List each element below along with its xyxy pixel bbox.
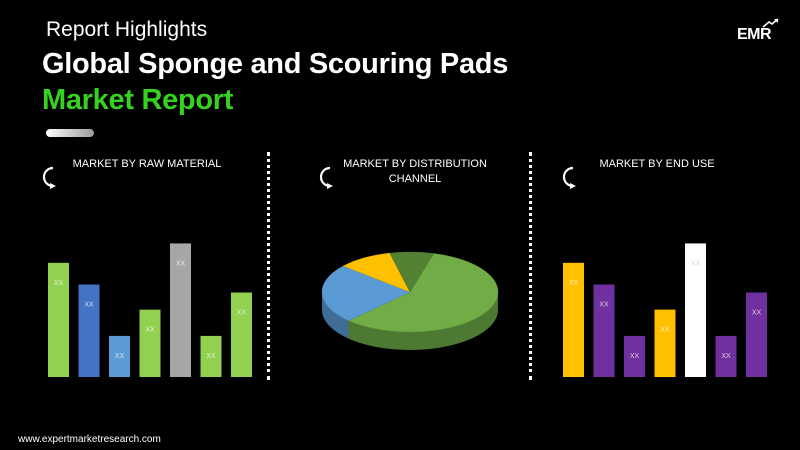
pie-slice bbox=[389, 251, 434, 293]
cycle-arrow-icon bbox=[562, 166, 576, 189]
bar bbox=[715, 335, 737, 377]
accent-bar bbox=[46, 129, 94, 137]
raw-material-bar-chart: XX XX XX XX XX XX XX bbox=[48, 243, 252, 377]
bar-label: XX bbox=[569, 280, 579, 287]
bar bbox=[78, 284, 100, 377]
bar-label: XX bbox=[721, 353, 731, 360]
logo-arrow-icon bbox=[762, 18, 779, 28]
bar-label: XX bbox=[54, 280, 64, 287]
distribution-channel-pie-chart bbox=[321, 251, 499, 350]
bar-label: XX bbox=[752, 310, 762, 317]
bar bbox=[139, 309, 161, 377]
panel-title-distribution-channel: MARKET BY DISTRIBUTION CHANNEL bbox=[343, 158, 487, 185]
bar bbox=[231, 292, 252, 377]
report-title: Global Sponge and Scouring Pads bbox=[42, 48, 509, 80]
bar bbox=[200, 335, 222, 377]
bar bbox=[170, 243, 191, 377]
bar bbox=[109, 335, 130, 377]
bar bbox=[48, 262, 69, 377]
bar bbox=[593, 284, 615, 377]
bar-label: XX bbox=[176, 260, 186, 267]
bar-label: XX bbox=[84, 302, 94, 309]
bar bbox=[654, 309, 676, 377]
pie-slice-side bbox=[322, 292, 349, 339]
bar bbox=[624, 335, 645, 377]
bar-label: XX bbox=[599, 302, 609, 309]
bar-label: XX bbox=[660, 327, 670, 334]
panel-separator bbox=[267, 152, 270, 380]
panel-title-end-use: MARKET BY END USE bbox=[599, 158, 715, 170]
pie-slice bbox=[321, 265, 411, 321]
end-use-bar-chart: XX XX XX XX XX XX XX bbox=[563, 243, 767, 377]
bar bbox=[746, 292, 767, 377]
report-title-highlight: Market Report bbox=[42, 84, 234, 116]
bar-label: XX bbox=[206, 353, 216, 360]
bar-label: XX bbox=[145, 327, 155, 334]
bar bbox=[685, 243, 706, 377]
cycle-arrow-icon bbox=[42, 166, 56, 189]
pie-slice bbox=[347, 253, 499, 333]
bar-label: XX bbox=[691, 260, 701, 267]
panel-separator bbox=[529, 152, 532, 380]
emr-logo: EMR bbox=[737, 26, 772, 43]
cycle-arrow-icon bbox=[319, 166, 333, 189]
bar-label: XX bbox=[115, 353, 125, 360]
panel-title-raw-material: MARKET BY RAW MATERIAL bbox=[72, 158, 222, 170]
bar bbox=[563, 262, 584, 377]
footer-url[interactable]: www.expertmarketresearch.com bbox=[18, 434, 161, 445]
pie-slice-side bbox=[348, 292, 498, 350]
bar-label: XX bbox=[237, 310, 247, 317]
report-subtitle: Report Highlights bbox=[46, 18, 208, 41]
bar-label: XX bbox=[630, 353, 640, 360]
